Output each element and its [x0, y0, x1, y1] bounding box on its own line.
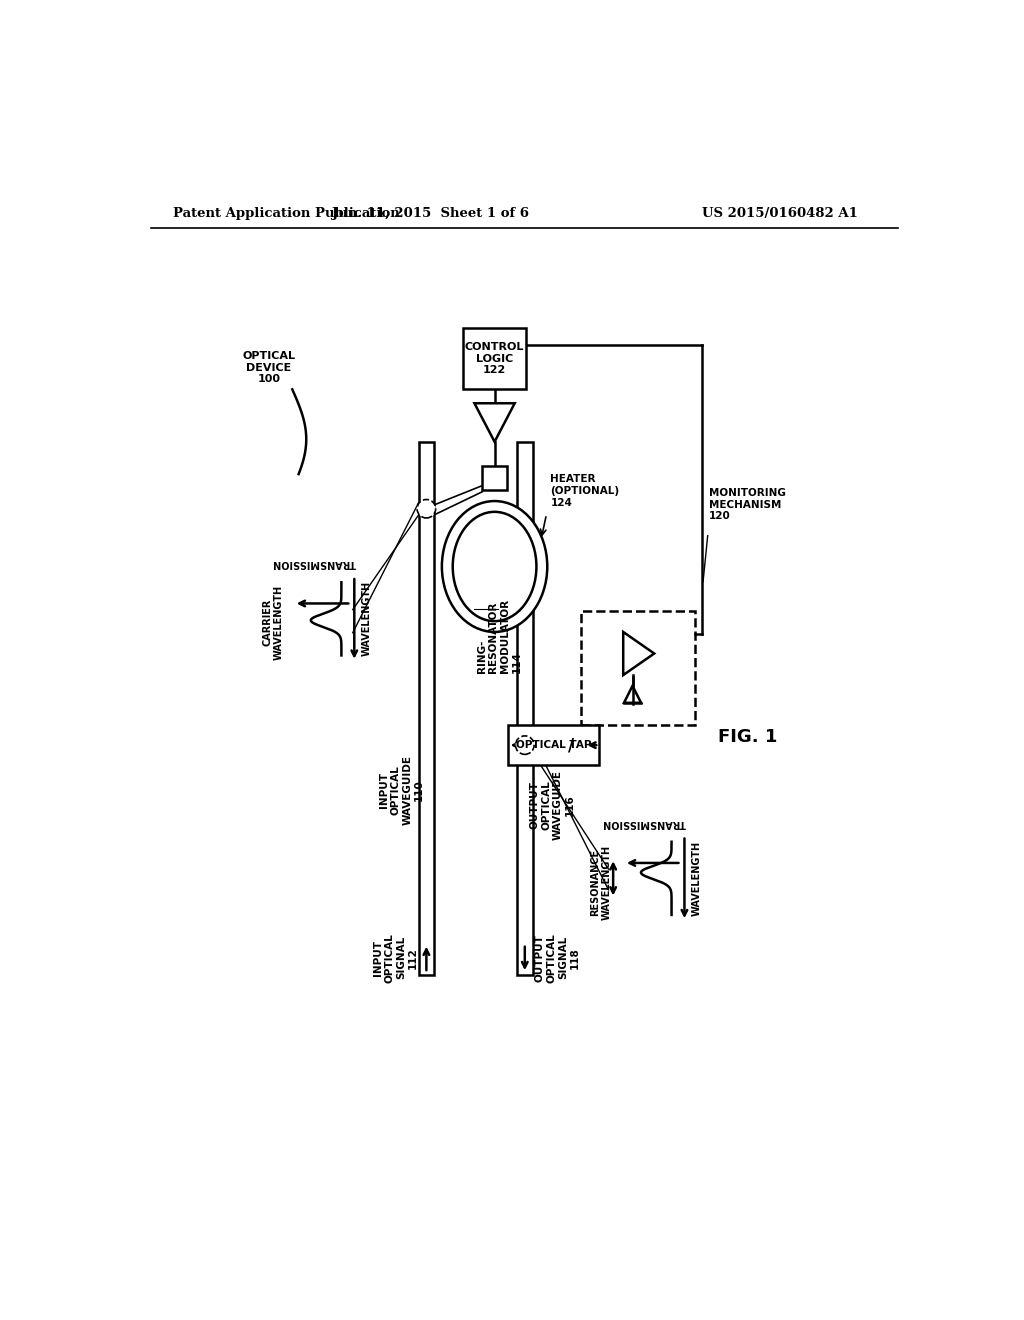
Bar: [463, 327, 526, 389]
Text: WAVELENGTH: WAVELENGTH: [361, 581, 372, 656]
Bar: [508, 725, 599, 766]
Text: OUTPUT
OPTICAL
WAVEGUIDE
116: OUTPUT OPTICAL WAVEGUIDE 116: [529, 770, 574, 841]
Polygon shape: [474, 404, 515, 442]
Text: MONITORING
MECHANISM
120: MONITORING MECHANISM 120: [710, 488, 786, 521]
Text: RESONANCE
WAVELENGTH: RESONANCE WAVELENGTH: [590, 845, 611, 920]
Bar: [482, 466, 507, 490]
Bar: [517, 442, 532, 974]
Ellipse shape: [442, 502, 547, 632]
Text: WAVELENGTH: WAVELENGTH: [692, 841, 701, 916]
Text: TRANSMISSION: TRANSMISSION: [272, 558, 356, 568]
Text: OUTPUT
OPTICAL
SIGNAL
118: OUTPUT OPTICAL SIGNAL 118: [535, 933, 580, 982]
Text: US 2015/0160482 A1: US 2015/0160482 A1: [701, 207, 857, 220]
Text: OPTICAL
DEVICE
100: OPTICAL DEVICE 100: [243, 351, 296, 384]
Text: Jun. 11, 2015  Sheet 1 of 6: Jun. 11, 2015 Sheet 1 of 6: [332, 207, 528, 220]
Text: INPUT
OPTICAL
SIGNAL
112: INPUT OPTICAL SIGNAL 112: [373, 933, 418, 982]
Text: FIG. 1: FIG. 1: [718, 729, 777, 746]
Text: HEATER
(OPTIONAL)
124: HEATER (OPTIONAL) 124: [550, 474, 620, 508]
Bar: [419, 442, 434, 974]
Text: CARRIER
WAVELENGTH: CARRIER WAVELENGTH: [262, 585, 284, 660]
Text: /: /: [568, 737, 574, 754]
Text: INPUT
OPTICAL
WAVEGUIDE
110: INPUT OPTICAL WAVEGUIDE 110: [379, 755, 424, 825]
Polygon shape: [624, 686, 641, 702]
Text: RING-
RESONATOR
MODULATOR
114: RING- RESONATOR MODULATOR 114: [477, 599, 521, 673]
Text: Patent Application Publication: Patent Application Publication: [173, 207, 399, 220]
Bar: [581, 611, 695, 725]
Text: OPTICAL TAP: OPTICAL TAP: [516, 741, 591, 750]
Polygon shape: [624, 632, 654, 675]
Circle shape: [417, 499, 435, 517]
Circle shape: [515, 737, 535, 755]
Ellipse shape: [453, 512, 537, 622]
Text: TRANSMISSION: TRANSMISSION: [602, 817, 686, 828]
Text: CONTROL
LOGIC
122: CONTROL LOGIC 122: [465, 342, 524, 375]
